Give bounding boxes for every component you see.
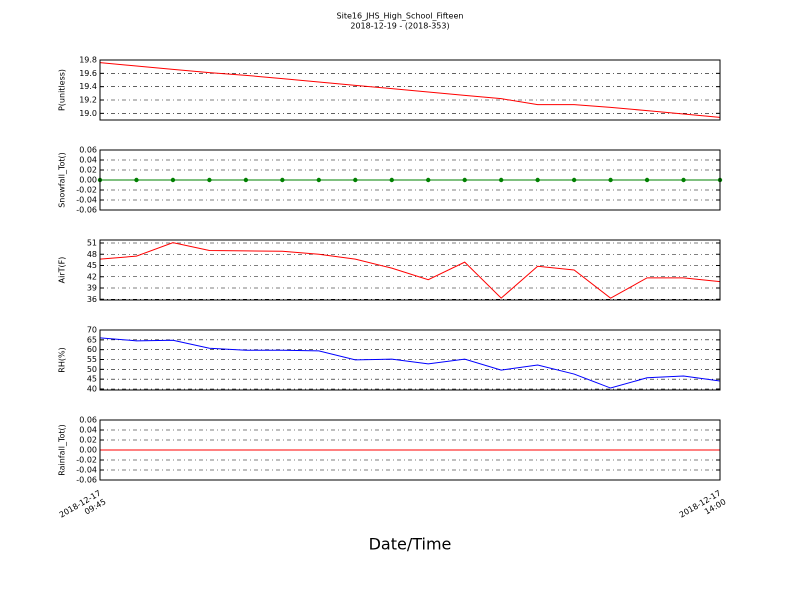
data-point — [280, 177, 285, 183]
axes-frame — [99, 59, 721, 121]
data-point — [170, 177, 176, 183]
axes-frame — [99, 239, 721, 301]
y-tick-label: 19.4 — [79, 82, 97, 91]
y-tick-label: 0.06 — [79, 146, 97, 155]
data-point — [644, 177, 650, 183]
data-point — [608, 177, 613, 183]
y-tick-label: 48 — [87, 250, 97, 259]
y-tick-label: 60 — [87, 345, 97, 354]
y-tick-label: 0.04 — [79, 156, 97, 165]
y-tick-label: 36 — [87, 295, 97, 304]
subplot: 36 39 42 45 48 51 AirT(F) — [58, 239, 721, 304]
data-point — [498, 177, 504, 183]
data-point — [681, 177, 686, 183]
x-tick-label: 2018-12-1709:45 — [57, 488, 107, 528]
data-point — [134, 177, 139, 183]
y-tick-label: 70 — [87, 326, 97, 335]
data-point — [243, 177, 249, 183]
data-point — [207, 177, 212, 183]
y-tick-label: -0.06 — [76, 206, 97, 215]
y-tick-label: 19.8 — [79, 56, 97, 65]
y-tick-label: 40 — [87, 385, 97, 394]
y-tick-label: 45 — [87, 261, 97, 270]
data-point — [462, 177, 467, 183]
y-tick-label: -0.02 — [76, 186, 97, 195]
y-tick-label: 0.00 — [79, 446, 97, 455]
subplot: 19.0 19.2 19.4 19.6 19.8 P(unitless) — [58, 56, 721, 121]
y-tick-label: 50 — [87, 365, 97, 374]
y-tick-label: 45 — [87, 375, 97, 384]
y-tick-label: 0.00 — [79, 176, 97, 185]
y-tick-label: 39 — [87, 284, 97, 293]
subplot: -0.06-0.04-0.020.000.020.040.06 Rainfall_… — [58, 416, 721, 485]
data-line — [99, 62, 721, 118]
subplot: -0.06-0.04-0.020.000.020.040.06 Snowfall_… — [58, 146, 723, 215]
y-tick-label: -0.02 — [76, 456, 97, 465]
data-point — [535, 177, 540, 183]
y-tick-label: 19.0 — [79, 109, 97, 118]
data-point — [389, 177, 394, 183]
y-tick-label: -0.06 — [76, 476, 97, 485]
data-point — [316, 177, 322, 183]
data-point — [571, 177, 577, 183]
figure-title: Site16_JHS_High_School_Fifteen — [337, 12, 464, 21]
data-line — [99, 337, 721, 389]
y-tick-label: 0.06 — [79, 416, 97, 425]
y-tick-label: 19.2 — [79, 96, 97, 105]
y-tick-label: 65 — [87, 335, 97, 344]
y-axis-label: Rainfall_Tot() — [58, 424, 67, 476]
y-tick-label: 19.6 — [79, 69, 97, 78]
y-tick-label: 51 — [87, 239, 97, 248]
y-tick-label: -0.04 — [76, 196, 97, 205]
y-axis-label: P(unitless) — [58, 69, 67, 111]
y-tick-label: 0.02 — [79, 166, 97, 175]
y-tick-label: -0.04 — [76, 466, 97, 475]
axes-frame — [99, 329, 721, 391]
axes-frame — [99, 149, 721, 211]
data-line — [99, 242, 721, 299]
y-tick-label: 55 — [87, 355, 97, 364]
y-tick-label: 0.02 — [79, 436, 97, 445]
axes-frame — [99, 419, 721, 481]
x-axis-label: Date/Time — [369, 535, 452, 554]
y-axis-label: AirT(F) — [58, 257, 67, 284]
data-point — [426, 177, 431, 183]
data-point — [353, 177, 358, 183]
y-axis-label: Snowfall_Tot() — [58, 152, 67, 208]
y-axis-label: RH(%) — [58, 347, 67, 372]
y-tick-label: 0.04 — [79, 426, 97, 435]
figure-subtitle: 2018-12-19 - (2018-353) — [350, 22, 449, 31]
y-tick-label: 42 — [87, 272, 97, 281]
x-tick-label: 2018-12-1714:00 — [677, 488, 727, 528]
